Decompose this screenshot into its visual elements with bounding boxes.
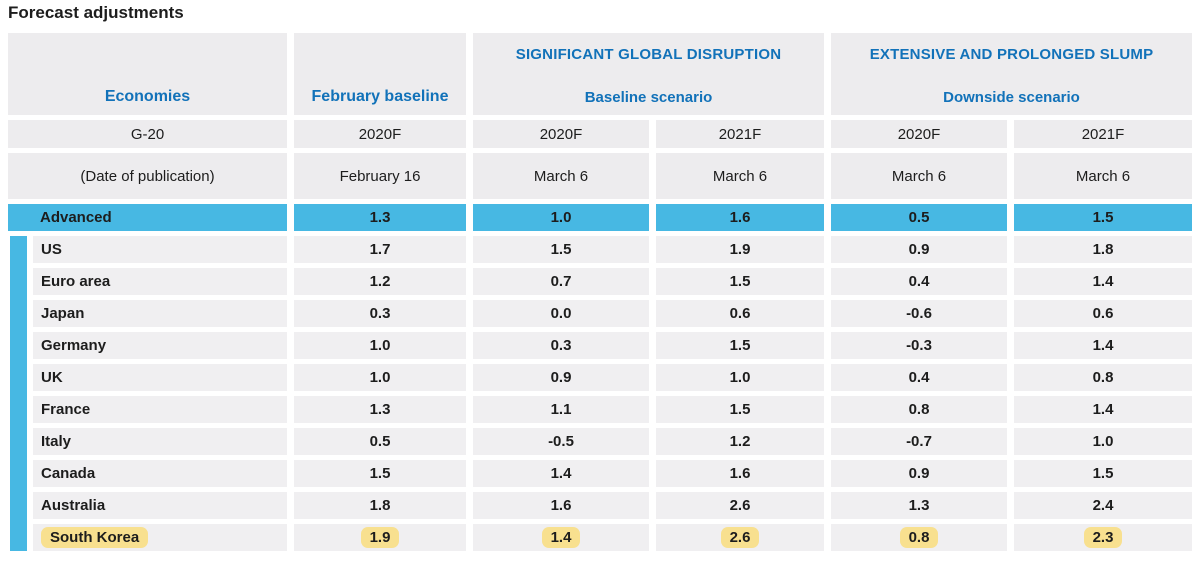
value-france-c4: 0.8 bbox=[831, 396, 1007, 423]
value-south-korea-c3: 2.6 bbox=[656, 524, 824, 551]
forecast-table: Economies February baseline SIGNIFICANT … bbox=[8, 33, 1192, 551]
value-advanced-c4: 0.5 bbox=[831, 204, 1007, 231]
row-label-south-korea: South Korea bbox=[33, 524, 287, 551]
value-australia-c3: 2.6 bbox=[656, 492, 824, 519]
value-australia-c1: 1.8 bbox=[294, 492, 466, 519]
date-downside-2021: March 6 bbox=[1014, 153, 1192, 199]
value-advanced-c3: 1.6 bbox=[656, 204, 824, 231]
value-italy-c3: 1.2 bbox=[656, 428, 824, 455]
date-baseline-2020: March 6 bbox=[473, 153, 649, 199]
group2-title: EXTENSIVE AND PROLONGED SLUMP bbox=[869, 46, 1154, 63]
subheader-g20: G-20 bbox=[8, 120, 287, 148]
row-label-euro-area: Euro area bbox=[33, 268, 287, 295]
value-australia-c2: 1.6 bbox=[473, 492, 649, 519]
value-euro-area-c4: 0.4 bbox=[831, 268, 1007, 295]
value-uk-c1: 1.0 bbox=[294, 364, 466, 391]
value-highlight: 1.9 bbox=[360, 527, 400, 548]
february-baseline-label: February baseline bbox=[311, 88, 449, 105]
value-italy-c1: 0.5 bbox=[294, 428, 466, 455]
value-germany-c2: 0.3 bbox=[473, 332, 649, 359]
value-germany-c3: 1.5 bbox=[656, 332, 824, 359]
value-euro-area-c5: 1.4 bbox=[1014, 268, 1192, 295]
value-canada-c2: 1.4 bbox=[473, 460, 649, 487]
value-advanced-c2: 1.0 bbox=[473, 204, 649, 231]
row-label-italy: Italy bbox=[33, 428, 287, 455]
value-france-c3: 1.5 bbox=[656, 396, 824, 423]
group2-subtitle: Downside scenario bbox=[943, 89, 1080, 106]
value-australia-c5: 2.4 bbox=[1014, 492, 1192, 519]
value-italy-c5: 1.0 bbox=[1014, 428, 1192, 455]
date-baseline-2021: March 6 bbox=[656, 153, 824, 199]
value-south-korea-c5: 2.3 bbox=[1014, 524, 1192, 551]
value-canada-c5: 1.5 bbox=[1014, 460, 1192, 487]
value-uk-c5: 0.8 bbox=[1014, 364, 1192, 391]
value-south-korea-c2: 1.4 bbox=[473, 524, 649, 551]
year-baseline-2021: 2021F bbox=[656, 120, 824, 148]
value-south-korea-c4: 0.8 bbox=[831, 524, 1007, 551]
row-label-advanced: Advanced bbox=[8, 204, 287, 231]
year-baseline-2020: 2020F bbox=[473, 120, 649, 148]
row-label-australia: Australia bbox=[33, 492, 287, 519]
value-france-c1: 1.3 bbox=[294, 396, 466, 423]
row-label-canada: Canada bbox=[33, 460, 287, 487]
value-germany-c5: 1.4 bbox=[1014, 332, 1192, 359]
value-euro-area-c3: 1.5 bbox=[656, 268, 824, 295]
value-highlight: 1.4 bbox=[541, 527, 581, 548]
value-italy-c4: -0.7 bbox=[831, 428, 1007, 455]
value-germany-c1: 1.0 bbox=[294, 332, 466, 359]
page-title: Forecast adjustments bbox=[8, 3, 184, 22]
value-highlight: 0.8 bbox=[899, 527, 939, 548]
economies-label: Economies bbox=[104, 88, 191, 105]
row-label-highlight: South Korea bbox=[41, 527, 149, 548]
value-advanced-c1: 1.3 bbox=[294, 204, 466, 231]
year-downside-2021: 2021F bbox=[1014, 120, 1192, 148]
date-downside-2020: March 6 bbox=[831, 153, 1007, 199]
value-france-c2: 1.1 bbox=[473, 396, 649, 423]
value-australia-c4: 1.3 bbox=[831, 492, 1007, 519]
value-germany-c4: -0.3 bbox=[831, 332, 1007, 359]
value-us-c3: 1.9 bbox=[656, 236, 824, 263]
column-header-february-baseline: February baseline bbox=[294, 33, 466, 115]
value-uk-c3: 1.0 bbox=[656, 364, 824, 391]
value-euro-area-c2: 0.7 bbox=[473, 268, 649, 295]
value-us-c5: 1.8 bbox=[1014, 236, 1192, 263]
value-italy-c2: -0.5 bbox=[473, 428, 649, 455]
value-highlight: 2.3 bbox=[1083, 527, 1123, 548]
value-japan-c5: 0.6 bbox=[1014, 300, 1192, 327]
value-france-c5: 1.4 bbox=[1014, 396, 1192, 423]
row-label-france: France bbox=[33, 396, 287, 423]
row-label-us: US bbox=[33, 236, 287, 263]
value-south-korea-c1: 1.9 bbox=[294, 524, 466, 551]
value-canada-c1: 1.5 bbox=[294, 460, 466, 487]
year-february-baseline: 2020F bbox=[294, 120, 466, 148]
year-downside-2020: 2020F bbox=[831, 120, 1007, 148]
date-february-baseline: February 16 bbox=[294, 153, 466, 199]
value-uk-c4: 0.4 bbox=[831, 364, 1007, 391]
group1-title: SIGNIFICANT GLOBAL DISRUPTION bbox=[515, 46, 782, 63]
value-euro-area-c1: 1.2 bbox=[294, 268, 466, 295]
column-group-significant-global-disruption: SIGNIFICANT GLOBAL DISRUPTION Baseline s… bbox=[473, 33, 824, 115]
value-japan-c1: 0.3 bbox=[294, 300, 466, 327]
value-us-c4: 0.9 bbox=[831, 236, 1007, 263]
row-label-japan: Japan bbox=[33, 300, 287, 327]
value-highlight: 2.6 bbox=[720, 527, 760, 548]
value-japan-c3: 0.6 bbox=[656, 300, 824, 327]
value-uk-c2: 0.9 bbox=[473, 364, 649, 391]
value-canada-c4: 0.9 bbox=[831, 460, 1007, 487]
value-canada-c3: 1.6 bbox=[656, 460, 824, 487]
value-advanced-c5: 1.5 bbox=[1014, 204, 1192, 231]
group1-subtitle: Baseline scenario bbox=[584, 89, 713, 106]
value-us-c2: 1.5 bbox=[473, 236, 649, 263]
value-us-c1: 1.7 bbox=[294, 236, 466, 263]
row-label-uk: UK bbox=[33, 364, 287, 391]
value-japan-c4: -0.6 bbox=[831, 300, 1007, 327]
country-group-bar bbox=[10, 236, 27, 551]
column-header-economies: Economies bbox=[8, 33, 287, 115]
row-label-germany: Germany bbox=[33, 332, 287, 359]
date-of-publication-label: (Date of publication) bbox=[8, 153, 287, 199]
value-japan-c2: 0.0 bbox=[473, 300, 649, 327]
column-group-extensive-prolonged-slump: EXTENSIVE AND PROLONGED SLUMP Downside s… bbox=[831, 33, 1192, 115]
